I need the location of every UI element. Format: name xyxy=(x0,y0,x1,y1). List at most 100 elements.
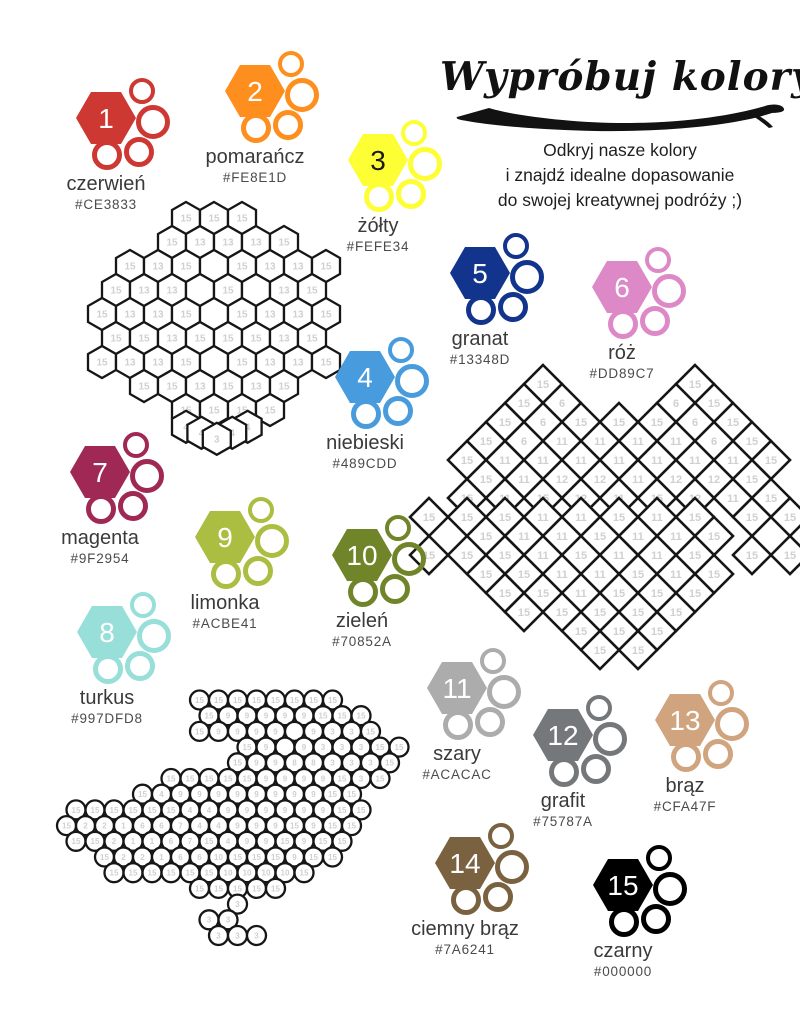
cell-number: 15 xyxy=(236,406,248,417)
cell-number: 15 xyxy=(205,837,214,846)
cell-number: 15 xyxy=(376,743,385,752)
cell-number: 15 xyxy=(271,884,280,893)
circle-cell xyxy=(350,799,372,821)
cell-number: 6 xyxy=(711,436,717,448)
cell-number: 15 xyxy=(222,286,234,297)
swatch-hex-code: #70852A xyxy=(332,634,392,649)
swatch-hexagon: 7 xyxy=(70,446,130,498)
cell-number: 15 xyxy=(689,379,701,391)
cell-number: 6 xyxy=(673,398,679,410)
swatch-color-name: grafit xyxy=(540,790,586,812)
swatch-hexagon: 13 xyxy=(655,694,715,746)
cell-number: 3 xyxy=(349,759,354,768)
swatch-hex-code: #ACBE41 xyxy=(192,616,258,631)
subtitle-line: i znajdź idealne dopasowanie xyxy=(505,164,735,185)
cell-number: 15 xyxy=(222,334,234,345)
cell-number: 9 xyxy=(311,727,316,736)
cell-number: 13 xyxy=(194,382,206,393)
swatch-hexagon: 15 xyxy=(593,859,653,911)
swatch-color-name: czerwień xyxy=(66,173,146,195)
color-swatch-10: 10 zieleń #70852A xyxy=(277,510,447,660)
cell-number: 15 xyxy=(138,382,150,393)
cell-number: 15 xyxy=(328,696,337,705)
cell-number: 15 xyxy=(222,382,234,393)
cell-number: 9 xyxy=(264,774,269,783)
color-swatch-15: 15 czarny #000000 xyxy=(538,840,708,990)
cell-number: 1 xyxy=(131,837,136,846)
cell-number: 11 xyxy=(556,531,568,543)
swatch-hexagon: 4 xyxy=(335,351,395,403)
swatch-ring xyxy=(92,140,122,170)
swatch-ring xyxy=(645,247,671,273)
swatch-ring xyxy=(466,295,496,325)
cell-number: 15 xyxy=(632,569,644,581)
swatch-ring xyxy=(549,757,579,787)
subtitle-line: Odkryj nasze kolory xyxy=(543,140,697,160)
cell-number: 4 xyxy=(226,837,231,846)
circle-cell xyxy=(217,909,239,931)
swatch-ring xyxy=(396,179,426,209)
cell-number: 15 xyxy=(499,550,511,562)
swatch-ring xyxy=(385,515,411,541)
cell-number: 9 xyxy=(226,712,231,721)
cell-number: 3 xyxy=(254,931,259,940)
cell-number: 9 xyxy=(321,774,326,783)
cell-number: 13 xyxy=(166,334,178,345)
swatch-hex-code: #ACACAC xyxy=(422,767,492,782)
cell-number: 11 xyxy=(670,531,682,543)
swatch-number: 4 xyxy=(357,362,373,393)
cell-number: 6 xyxy=(197,853,202,862)
swatch-ring xyxy=(503,233,529,259)
cell-number: 15 xyxy=(518,607,530,619)
cell-number: 6 xyxy=(169,837,174,846)
cell-number: 8 xyxy=(311,759,316,768)
cell-number: 9 xyxy=(292,790,297,799)
swatch-number: 2 xyxy=(247,76,263,107)
header: Wypróbuj kolory Odkryj nasze kolory i zn… xyxy=(440,54,800,213)
cell-number: 15 xyxy=(309,696,318,705)
cell-number: 11 xyxy=(632,474,644,486)
swatch-hex-code: #489CDD xyxy=(332,456,398,471)
swatch-ring xyxy=(653,872,687,906)
cell-number: 2 xyxy=(112,837,117,846)
cell-number: 15 xyxy=(518,398,530,410)
cell-number: 3 xyxy=(235,900,240,909)
cell-number: 13 xyxy=(152,262,164,273)
cell-number: 15 xyxy=(195,884,204,893)
cell-number: 3 xyxy=(340,743,345,752)
swatch-ring xyxy=(510,260,544,294)
swatch-ring xyxy=(137,619,171,653)
cell-number: 15 xyxy=(180,310,192,321)
cell-number: 13 xyxy=(292,358,304,369)
hexagon-shape xyxy=(655,694,715,746)
cell-number: 15 xyxy=(575,626,587,638)
swatch-hex-code: #000000 xyxy=(593,964,653,979)
cell-number: 15 xyxy=(632,607,644,619)
subtitle-line: do swojej kreatywnej podróży ;) xyxy=(497,189,743,210)
cell-number: 13 xyxy=(278,286,290,297)
cell-number: 4 xyxy=(245,422,251,433)
cell-number: 3 xyxy=(359,774,364,783)
swatch-color-name: brąz xyxy=(665,775,705,797)
cell-number: 10 xyxy=(214,853,223,862)
cell-number: 9 xyxy=(273,821,278,830)
cell-number: 15 xyxy=(328,853,337,862)
swatch-hexagon: 3 xyxy=(348,134,408,186)
cell-number: 15 xyxy=(167,806,176,815)
cell-number: 15 xyxy=(461,550,473,562)
swatch-color-name: granat xyxy=(451,328,509,350)
cell-number: 15 xyxy=(186,774,195,783)
swatch-hexagon: 2 xyxy=(225,65,285,117)
swatch-number: 12 xyxy=(547,720,578,751)
cell-number: 15 xyxy=(72,837,81,846)
cell-number: 9 xyxy=(235,821,240,830)
cell-number: 10 xyxy=(224,869,233,878)
cell-number: 15 xyxy=(306,334,318,345)
swatch-hex-code: #9F2954 xyxy=(70,551,130,566)
cell-number: 11 xyxy=(556,436,568,448)
cell-number: 9 xyxy=(302,837,307,846)
circle-cell xyxy=(369,767,391,790)
hexagon-shape xyxy=(450,247,510,299)
hexagon-shape xyxy=(195,511,255,563)
swatch-number: 9 xyxy=(217,522,233,553)
